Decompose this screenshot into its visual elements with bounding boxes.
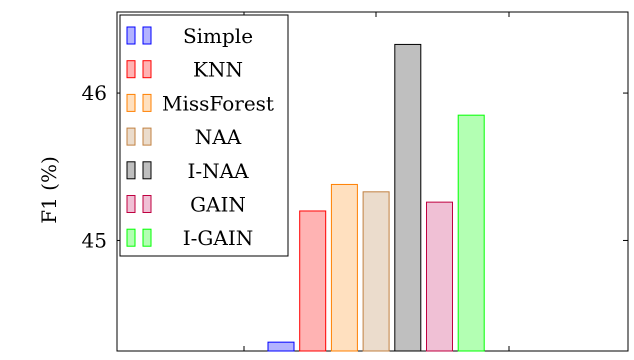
legend-label: Simple [183, 24, 253, 48]
legend-swatch [126, 127, 136, 146]
legend: Simple KNN MissForest NAA I-NAA GAIN I-GAIN [119, 14, 289, 257]
bar-knn [299, 210, 327, 352]
legend-label: KNN [193, 58, 243, 82]
legend-swatch [142, 127, 152, 146]
legend-label: NAA [195, 125, 242, 149]
legend-label: MissForest [162, 91, 274, 115]
bar-gain [426, 201, 453, 352]
legend-swatch [126, 60, 136, 79]
y-tick-label: 46 [82, 81, 107, 105]
bar-simple [267, 341, 295, 352]
legend-swatch [142, 93, 152, 112]
legend-swatch [142, 195, 152, 213]
legend-swatch [126, 26, 136, 45]
bar-missforest [330, 183, 358, 352]
legend-swatch [142, 60, 152, 79]
legend-label: GAIN [190, 193, 246, 217]
y-tick-label: 45 [82, 228, 107, 252]
legend-swatch [126, 228, 136, 247]
legend-swatch [126, 93, 136, 112]
legend-swatch [142, 161, 152, 180]
bar-i-gain [457, 114, 485, 352]
legend-swatch [126, 161, 136, 180]
bar-i-naa [394, 43, 422, 352]
y-axis-label: F1 (%) [37, 156, 61, 224]
legend-swatch [142, 228, 152, 247]
legend-label: I-NAA [187, 159, 249, 183]
bar-naa [362, 191, 390, 352]
legend-label: I-GAIN [183, 226, 253, 250]
legend-swatch [126, 195, 136, 213]
legend-swatch [142, 26, 152, 45]
bars [267, 43, 485, 352]
y-axis-ticks: 45 46 [82, 81, 628, 252]
